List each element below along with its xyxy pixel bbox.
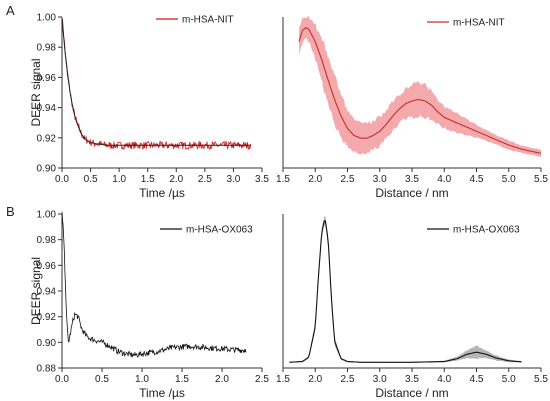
series-line (289, 220, 522, 363)
legend-label: m-HSA-OX063 (453, 225, 520, 236)
x-tick-label: 1.5 (276, 374, 290, 385)
x-tick-label: 3.5 (405, 374, 419, 385)
panel-label-a: A (6, 3, 15, 18)
panel-label-b: B (6, 204, 15, 219)
x-tick-label: 1.5 (175, 374, 189, 385)
x-tick-label: 1.0 (112, 174, 126, 185)
legend-label: m-HSA-NIT (453, 18, 505, 29)
y-tick-label: 0.96 (37, 73, 57, 84)
x-tick-label: 2.5 (198, 174, 212, 185)
confidence-band (289, 216, 522, 363)
x-tick-label: 2.5 (341, 374, 355, 385)
x-axis-label: Distance / nm (375, 386, 448, 400)
x-tick-label: 3.5 (255, 174, 269, 185)
x-tick-label: 5.0 (502, 374, 516, 385)
series-line (61, 211, 247, 359)
x-tick-label: 3.0 (226, 174, 240, 185)
x-tick-label: 4.0 (437, 374, 451, 385)
y-tick-label: 1.00 (37, 13, 57, 24)
x-tick-label: 0.0 (55, 174, 69, 185)
x-tick-label: 3.0 (373, 174, 387, 185)
series-line (298, 27, 542, 154)
y-tick-label: 0.92 (37, 312, 57, 323)
y-tick-label: 0.98 (37, 43, 57, 54)
x-tick-label: 1.5 (276, 174, 290, 185)
x-tick-label: 5.0 (502, 174, 516, 185)
x-tick-label: 1.5 (141, 174, 155, 185)
x-tick-label: 3.5 (405, 174, 419, 185)
y-axis-label: DEER signal (29, 257, 43, 325)
y-axis-label: DEER signal (29, 58, 43, 126)
x-tick-label: 2.0 (169, 174, 183, 185)
chart-B-dist: 1.5 2.0 2.5 3.0 3.5 4.0 4.5 5.0 5.5 Distance / nm… (276, 214, 548, 400)
x-tick-label: 4.5 (470, 374, 484, 385)
x-tick-label: 4.5 (470, 174, 484, 185)
y-tick-label: 0.96 (37, 261, 57, 272)
x-tick-label: 5.5 (534, 374, 548, 385)
chart-A-time: 0.0 0.5 1.0 1.5 2.0 2.5 3.0 3.5 0.90 0.92 0.94 0.96… (29, 13, 269, 201)
x-axis-label: Distance / nm (375, 186, 448, 200)
x-tick-label: 2.5 (255, 374, 269, 385)
x-tick-label: 1.0 (135, 374, 149, 385)
legend-label: m-HSA-NIT (182, 15, 234, 26)
y-tick-label: 1.00 (37, 210, 57, 221)
series-line (61, 19, 251, 151)
x-tick-label: 4.0 (437, 174, 451, 185)
y-tick-label: 0.90 (37, 164, 57, 175)
plot-area: 0.0 0.5 1.0 1.5 2.0 2.5 3.0 3.5 0.90 0.92 0.94 0.96… (29, 13, 548, 401)
legend-label: m-HSA-OX063 (186, 225, 253, 236)
fit-line (61, 18, 251, 146)
x-axis-label: Time /µs (139, 386, 185, 400)
y-tick-label: 0.98 (37, 235, 57, 246)
x-tick-label: 5.5 (534, 174, 548, 185)
y-tick-label: 0.90 (37, 338, 57, 349)
x-tick-label: 2.0 (308, 174, 322, 185)
y-tick-label: 0.94 (37, 103, 57, 114)
x-tick-label: 2.0 (308, 374, 322, 385)
x-tick-label: 2.5 (341, 174, 355, 185)
confidence-band (299, 15, 541, 157)
x-axis-label: Time /µs (139, 186, 185, 200)
y-tick-label: 0.88 (37, 364, 57, 375)
x-tick-label: 0.5 (95, 374, 109, 385)
y-tick-label: 0.92 (37, 133, 57, 144)
x-tick-label: 2.0 (215, 374, 229, 385)
x-tick-label: 3.0 (373, 374, 387, 385)
chart-B-time: 0.0 0.5 1.0 1.5 2.0 2.5 0.88 0.90 0.92 0.94 0.96 0.… (29, 210, 269, 401)
chart-A-dist: 1.5 2.0 2.5 3.0 3.5 4.0 4.5 5.0 5.5 Distance / nm… (276, 15, 548, 200)
x-tick-label: 0.5 (84, 174, 98, 185)
x-tick-label: 0.0 (55, 374, 69, 385)
y-tick-label: 0.94 (37, 287, 57, 298)
